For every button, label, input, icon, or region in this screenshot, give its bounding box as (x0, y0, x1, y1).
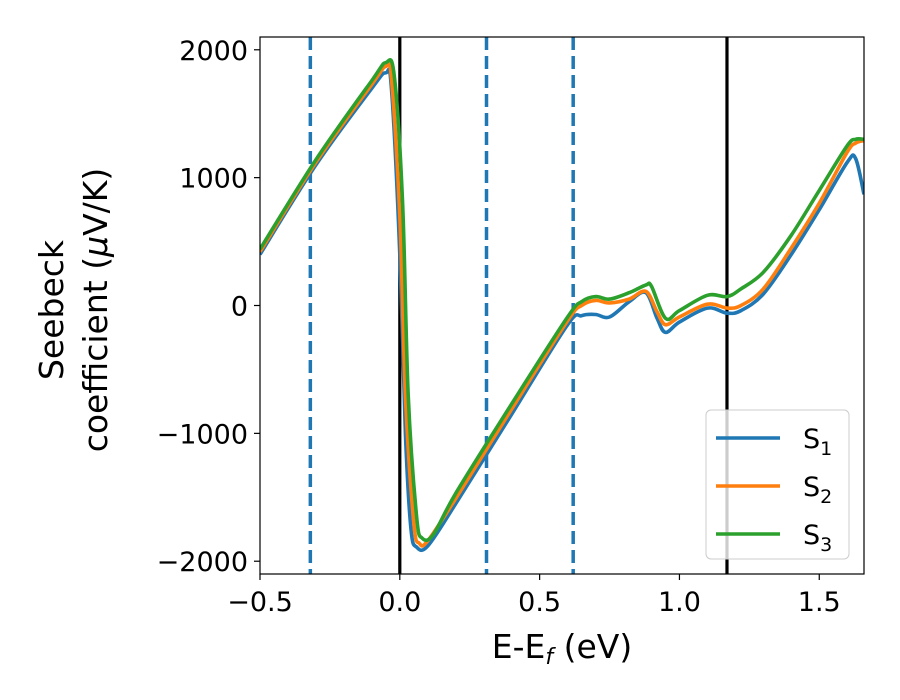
y-tick-label: −2000 (157, 547, 248, 578)
y-tick-label: 0 (231, 292, 248, 323)
x-tick-label: 1.0 (658, 587, 701, 618)
x-axis-label: E-Ef (eV) (492, 627, 632, 670)
series-line-s3 (260, 58, 864, 543)
y-axis: 2000 1000 0 −1000 −2000 (157, 36, 260, 578)
series-layer (260, 58, 864, 553)
y-tick-label: 2000 (179, 36, 248, 67)
y-axis-label: Seebeck coefficient (μV/K) (32, 168, 115, 453)
x-tick-label: 1.5 (798, 587, 841, 618)
legend-label-s2: S2 (803, 472, 832, 508)
legend-label-s3: S3 (803, 520, 832, 556)
x-tick-label: 0.5 (518, 587, 561, 618)
legend: S1 S2 S3 (705, 409, 850, 560)
x-tick-label: −0.5 (227, 587, 293, 618)
reference-lines (308, 37, 729, 574)
y-tick-label: 1000 (179, 164, 248, 195)
series-line-s2 (260, 60, 864, 548)
x-axis: −0.5 0.0 0.5 1.0 1.5 (227, 574, 841, 618)
legend-label-s1: S1 (803, 424, 832, 460)
y-tick-label: −1000 (157, 419, 248, 450)
x-tick-label: 0.0 (378, 587, 421, 618)
